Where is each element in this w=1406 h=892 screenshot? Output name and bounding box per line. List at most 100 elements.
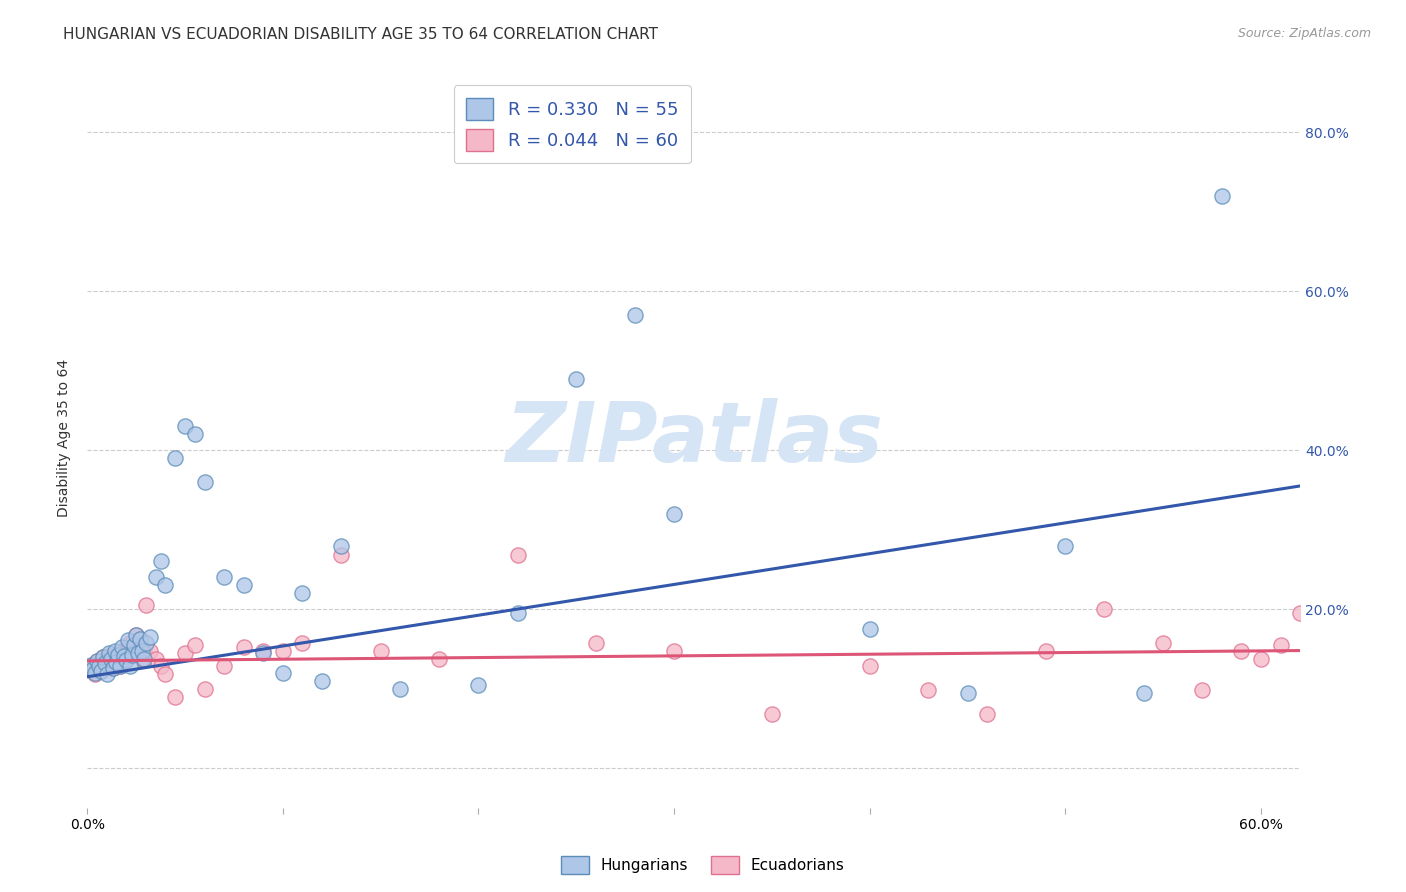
Point [389, 681, 412, 696]
Point [1094, 602, 1116, 616]
Text: ZIPatlas: ZIPatlas [505, 398, 883, 479]
Point [121, 646, 143, 660]
Point [82, 657, 104, 672]
Point [662, 643, 685, 657]
Point [103, 643, 125, 657]
Point [132, 651, 155, 665]
Point [91, 649, 114, 664]
Point [139, 643, 162, 657]
Point [330, 539, 353, 553]
Point [94, 657, 117, 671]
Point [212, 659, 235, 673]
Point [101, 661, 124, 675]
Point [1289, 606, 1312, 620]
Point [467, 678, 489, 692]
Point [107, 646, 129, 660]
Point [117, 640, 139, 655]
Point [330, 548, 353, 562]
Point [117, 633, 139, 648]
Point [94, 657, 117, 671]
Point [139, 630, 162, 644]
Point [184, 638, 207, 652]
Point [111, 643, 134, 657]
Point [135, 635, 157, 649]
Point [291, 635, 314, 649]
Point [165, 690, 187, 704]
Point [86, 654, 108, 668]
Point [271, 665, 294, 680]
Point [110, 659, 132, 673]
Point [506, 548, 529, 562]
Point [370, 643, 392, 657]
Point [761, 707, 783, 722]
Point [1270, 638, 1292, 652]
Legend: Hungarians, Ecuadorians: Hungarians, Ecuadorians [555, 850, 851, 880]
Point [976, 707, 998, 722]
Point [111, 640, 134, 655]
Point [1152, 635, 1174, 649]
Point [121, 648, 143, 663]
Point [122, 638, 145, 652]
Point [101, 661, 124, 675]
Point [100, 651, 122, 665]
Point [135, 599, 157, 613]
Point [271, 643, 294, 657]
Point [80, 657, 103, 672]
Point [87, 659, 110, 673]
Point [291, 586, 314, 600]
Point [112, 649, 135, 664]
Point [956, 686, 979, 700]
Point [96, 659, 118, 673]
Text: Source: ZipAtlas.com: Source: ZipAtlas.com [1237, 27, 1371, 40]
Point [103, 651, 125, 665]
Point [125, 627, 148, 641]
Point [212, 570, 235, 584]
Point [84, 667, 107, 681]
Point [232, 578, 254, 592]
Point [506, 606, 529, 620]
Point [120, 659, 142, 673]
Text: HUNGARIAN VS ECUADORIAN DISABILITY AGE 35 TO 64 CORRELATION CHART: HUNGARIAN VS ECUADORIAN DISABILITY AGE 3… [63, 27, 658, 42]
Point [110, 659, 132, 673]
Point [96, 667, 118, 681]
Point [87, 659, 110, 673]
Point [82, 662, 104, 676]
Point [1230, 643, 1253, 657]
Point [80, 662, 103, 676]
Legend: R = 0.330   N = 55, R = 0.044   N = 60: R = 0.330 N = 55, R = 0.044 N = 60 [454, 85, 690, 163]
Y-axis label: Disability Age 35 to 64: Disability Age 35 to 64 [58, 359, 72, 517]
Point [150, 554, 173, 568]
Point [115, 653, 138, 667]
Point [1211, 188, 1233, 202]
Point [1132, 686, 1154, 700]
Point [1035, 643, 1057, 657]
Point [132, 644, 155, 658]
Point [112, 649, 135, 664]
Point [232, 640, 254, 655]
Point [1191, 683, 1213, 698]
Point [131, 644, 153, 658]
Point [127, 646, 149, 660]
Point [252, 643, 274, 657]
Point [90, 664, 112, 678]
Point [150, 659, 173, 673]
Point [122, 638, 145, 652]
Point [86, 654, 108, 668]
Point [252, 646, 274, 660]
Point [565, 371, 588, 385]
Point [100, 648, 122, 663]
Point [120, 635, 142, 649]
Point [84, 665, 107, 680]
Point [91, 649, 114, 664]
Point [131, 651, 153, 665]
Point [97, 651, 120, 665]
Point [193, 475, 215, 489]
Point [1250, 651, 1272, 665]
Point [917, 683, 939, 698]
Point [90, 664, 112, 678]
Point [662, 507, 685, 521]
Point [105, 656, 128, 670]
Point [145, 570, 167, 584]
Point [155, 578, 177, 592]
Point [129, 632, 152, 646]
